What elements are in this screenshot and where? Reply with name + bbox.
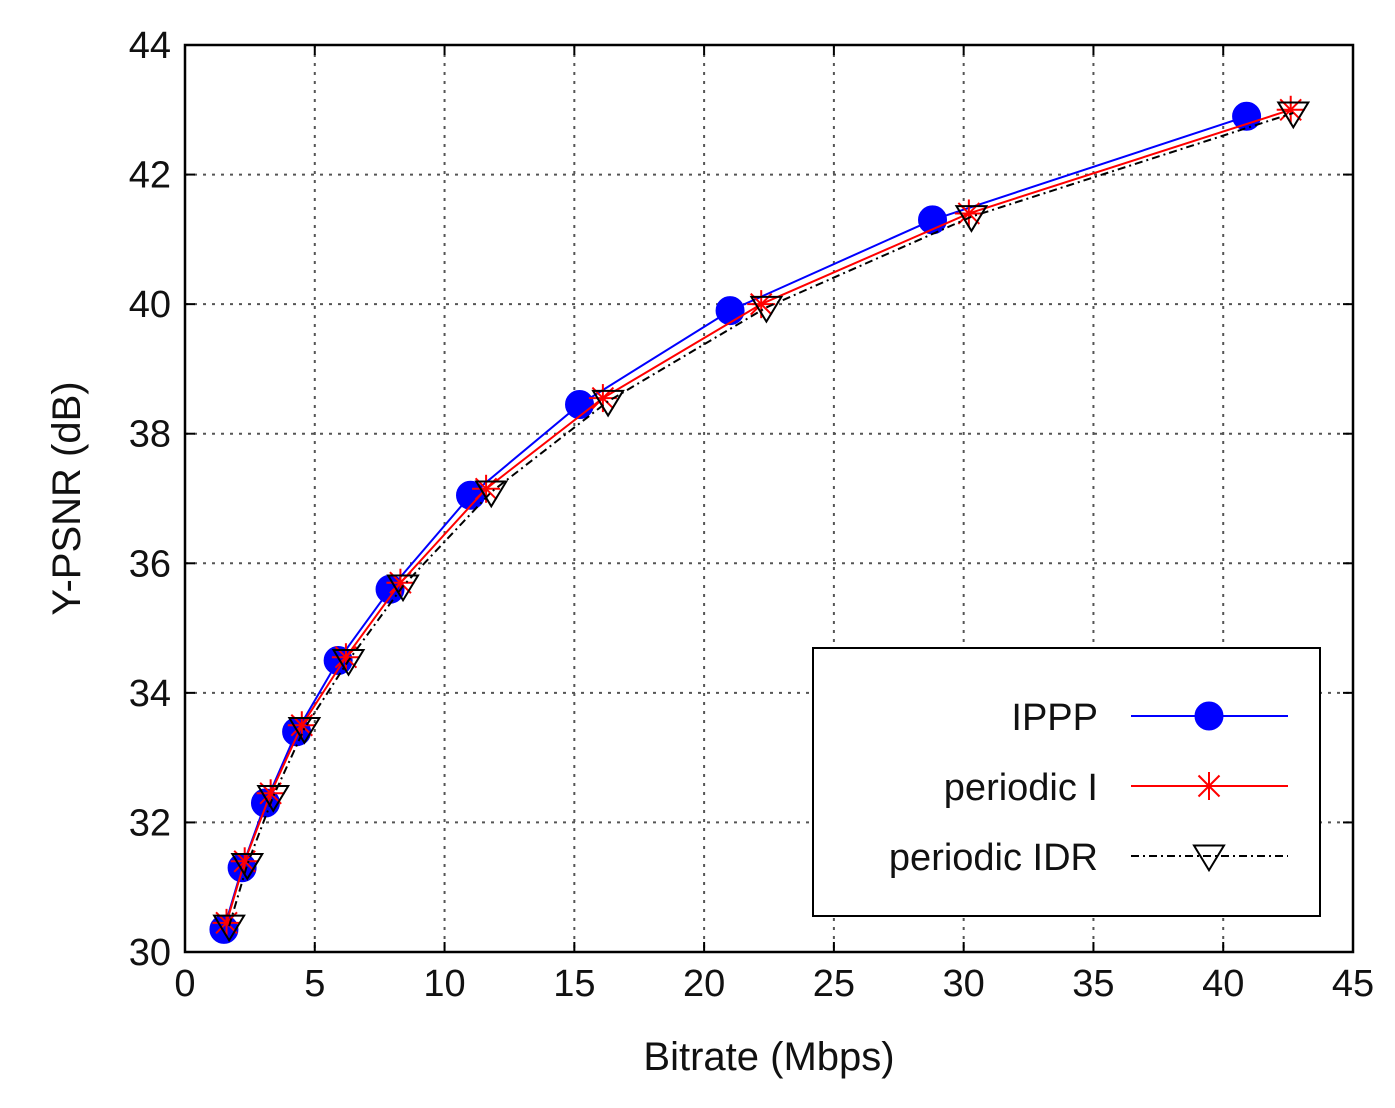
data-point (715, 296, 745, 326)
data-point (749, 295, 784, 324)
data-point (212, 908, 241, 937)
series-periodic-idr (212, 101, 1311, 943)
x-tick-label: 0 (174, 963, 195, 1005)
legend-marker (1195, 772, 1223, 800)
x-tick-label: 25 (813, 963, 855, 1005)
y-axis-label: Y-PSNR (dB) (45, 381, 89, 615)
y-tick-label: 38 (129, 414, 171, 456)
data-point (1232, 101, 1262, 131)
data-point (386, 568, 415, 597)
legend-label: IPPP (1011, 697, 1098, 739)
x-tick-label: 45 (1332, 963, 1374, 1005)
x-tick-label: 5 (304, 963, 325, 1005)
data-point (954, 205, 989, 233)
legend-marker (1194, 701, 1224, 731)
x-axis-label: Bitrate (Mbps) (643, 1035, 894, 1079)
data-point (256, 785, 291, 813)
x-tick-label: 15 (553, 963, 595, 1005)
series-layer (209, 95, 1311, 944)
legend-label: periodic I (944, 767, 1098, 809)
data-point (212, 914, 246, 943)
data-point (331, 643, 360, 672)
legend: IPPP periodic I periodic IDR (812, 647, 1321, 917)
data-point (474, 480, 509, 509)
data-point (1276, 101, 1311, 130)
y-tick-label: 30 (129, 932, 171, 974)
data-point (230, 853, 265, 881)
y-tick-label: 32 (129, 802, 171, 844)
plot-frame (183, 43, 1355, 954)
series-line (228, 112, 1294, 927)
legend-label: periodic IDR (889, 837, 1098, 879)
x-tick-label: 30 (943, 963, 985, 1005)
y-tick-label: 40 (129, 284, 171, 326)
x-tick-label: 20 (683, 963, 725, 1005)
x-tick-label: 35 (1072, 963, 1114, 1005)
data-point (591, 389, 625, 418)
y-tick-label: 44 (129, 25, 171, 67)
data-point (386, 574, 420, 603)
data-point (287, 716, 322, 745)
y-tick-label: 42 (129, 155, 171, 197)
data-point (331, 648, 366, 677)
ticks: 0 5 10 15 20 25 30 35 40 45 30 32 34 36 38 40 42 44 (129, 25, 1374, 1005)
x-tick-label: 40 (1202, 963, 1244, 1005)
legend-marker (1192, 844, 1226, 873)
legend-box (812, 647, 1321, 917)
data-point (565, 390, 595, 420)
x-tick-label: 10 (423, 963, 465, 1005)
y-tick-label: 36 (129, 543, 171, 585)
data-point (1276, 95, 1305, 124)
y-tick-label: 34 (129, 673, 171, 715)
